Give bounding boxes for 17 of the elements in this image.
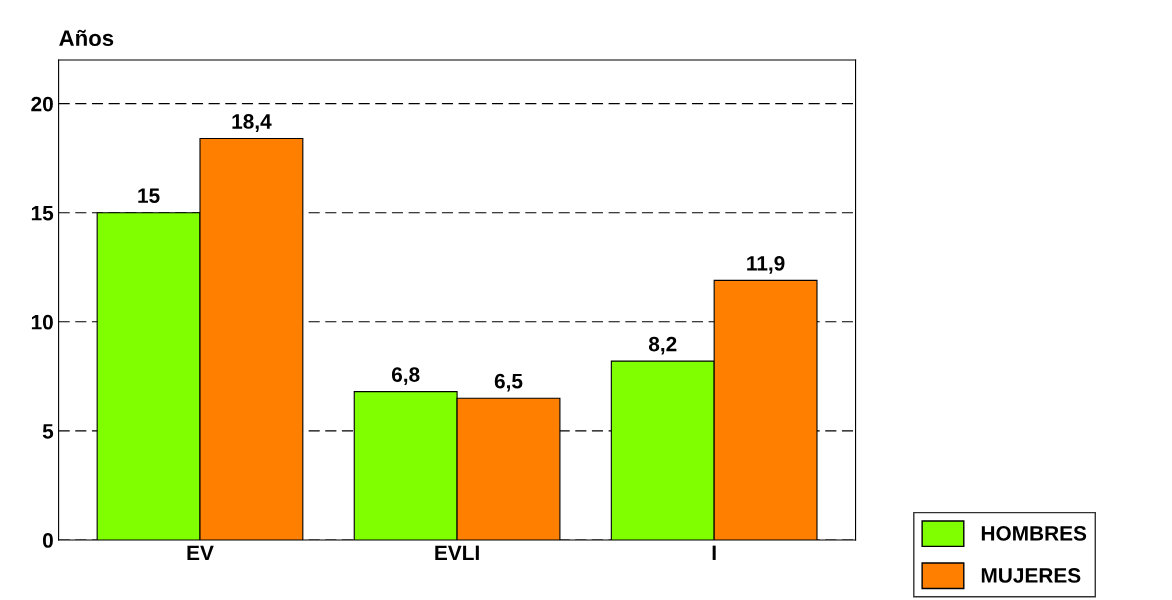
text: 15 [138, 188, 160, 204]
y-tick-label: 5 [42, 424, 54, 439]
y-tick-label: 10 [31, 314, 53, 330]
text: 6,8 [391, 367, 420, 385]
text: 18,4 [232, 114, 272, 132]
legend-label: MUJERES [981, 568, 1081, 583]
x-tick-label: I [712, 545, 716, 560]
text: 8,2 [648, 336, 677, 355]
y-tick-label: 0 [42, 533, 53, 548]
y-axis-title: Años [59, 29, 114, 47]
x-tick-label: EVLI [435, 545, 479, 560]
y-tick-label: 15 [31, 205, 54, 221]
text: 6,5 [494, 373, 523, 392]
y-tick-label: 20 [31, 96, 53, 112]
x-tick-label: EV [187, 545, 214, 560]
legend-label: HOMBRES [981, 525, 1087, 541]
text: 11,9 [747, 255, 785, 274]
